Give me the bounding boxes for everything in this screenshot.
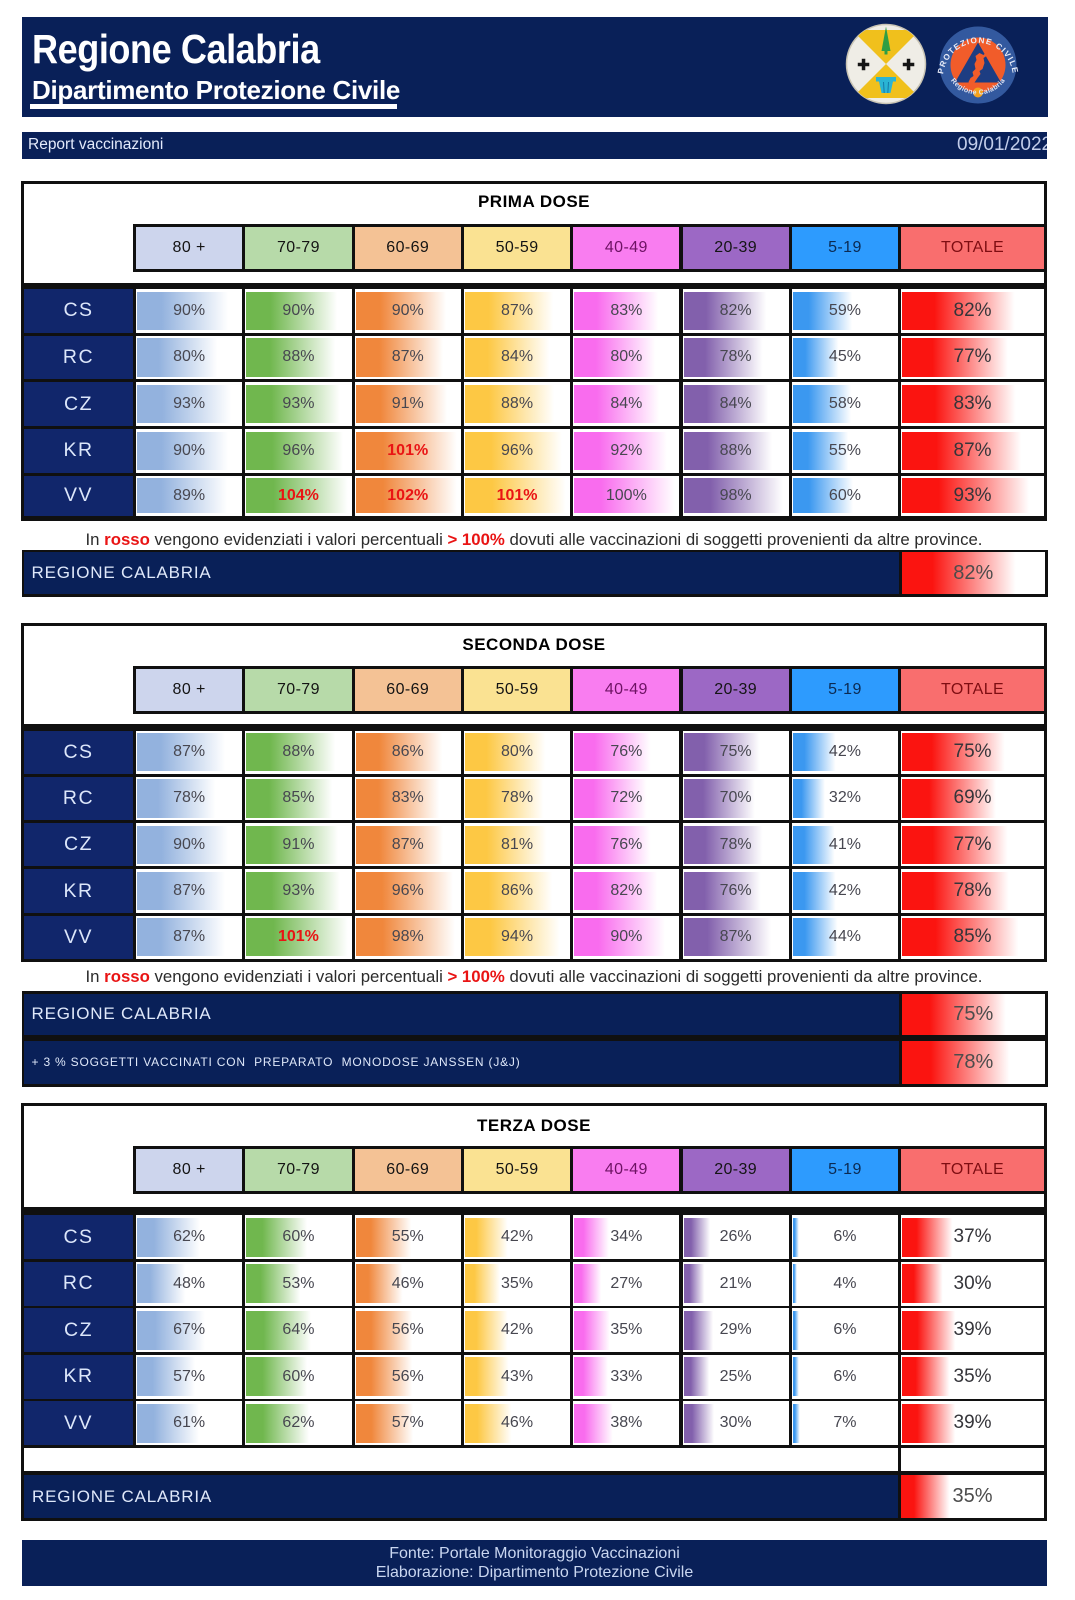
svg-text:✚: ✚ (902, 57, 915, 74)
svg-text:✚: ✚ (857, 57, 870, 74)
